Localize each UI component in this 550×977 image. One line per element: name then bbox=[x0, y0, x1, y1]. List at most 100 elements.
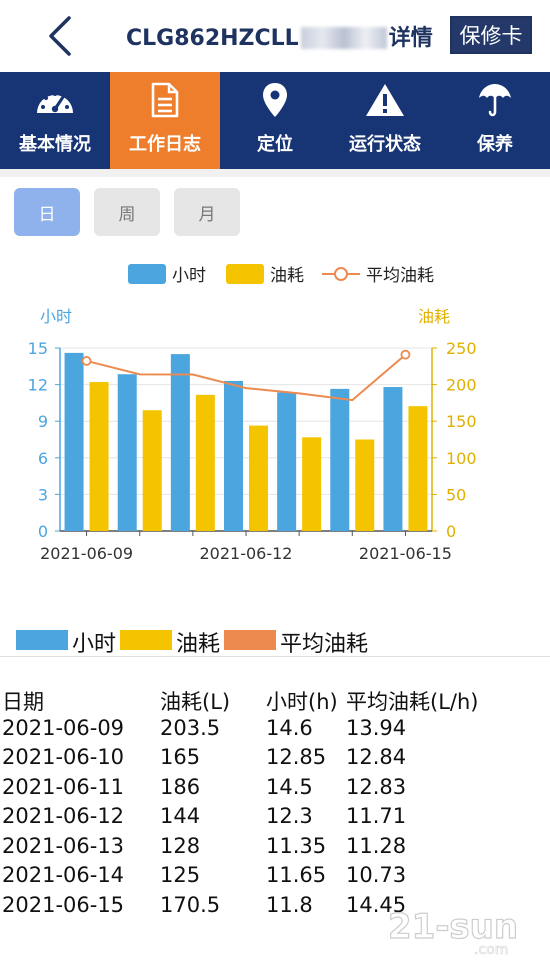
table-legend: 小时 油耗 平均油耗 bbox=[0, 620, 550, 660]
left-tick-label: 15 bbox=[28, 339, 48, 358]
table-cell: 11.65 bbox=[266, 863, 327, 887]
legend-label: 小时 bbox=[172, 266, 206, 286]
table-cell: 14.45 bbox=[346, 892, 407, 917]
period-day-button[interactable]: 日 bbox=[14, 188, 80, 236]
hours-bar bbox=[277, 392, 297, 531]
site-watermark-logo: 21-sun .com bbox=[387, 906, 518, 958]
x-tick-label: 2021-06-15 bbox=[359, 544, 452, 563]
hours-bar bbox=[117, 374, 137, 531]
title-prefix: CLG862HZCLL bbox=[126, 26, 299, 51]
fuel-bar bbox=[355, 439, 375, 531]
tab-label: 基本情况 bbox=[19, 134, 91, 155]
location-pin-icon bbox=[262, 82, 288, 118]
legend-hours-label: 小时 bbox=[72, 632, 117, 657]
table-cell: 12.83 bbox=[346, 774, 407, 799]
right-tick-label: 100 bbox=[446, 449, 477, 468]
page-title: CLG862HZCLL 详情 bbox=[126, 20, 433, 52]
right-tick-label: 250 bbox=[446, 339, 477, 358]
left-tick-label: 6 bbox=[38, 449, 48, 468]
right-tick-label: 200 bbox=[446, 376, 477, 395]
table-cell: 128 bbox=[160, 833, 201, 858]
tab-label: 定位 bbox=[257, 134, 293, 155]
tab-label: 运行状态 bbox=[349, 134, 421, 155]
redacted-serial bbox=[300, 27, 387, 49]
table-cell: 11.71 bbox=[346, 804, 407, 828]
legend-swatch bbox=[226, 264, 264, 284]
tab-label: 保养 bbox=[477, 134, 513, 155]
period-month-button[interactable]: 月 bbox=[174, 188, 240, 236]
table-separator bbox=[0, 656, 550, 657]
hours-bar bbox=[170, 354, 190, 531]
table-cell: 14.6 bbox=[266, 715, 313, 740]
table-cell: 144 bbox=[160, 804, 201, 828]
tab-maintenance[interactable]: 保养 bbox=[440, 72, 550, 169]
tab-basic-info[interactable]: 基本情况 bbox=[0, 72, 110, 169]
table-cell: 2021-06-09 bbox=[2, 715, 125, 740]
table-cell: 12.3 bbox=[266, 804, 313, 828]
legend-label: 平均油耗 bbox=[366, 266, 434, 286]
chevron-left-icon bbox=[49, 16, 71, 56]
warning-icon bbox=[365, 82, 405, 118]
legend-swatch bbox=[128, 264, 166, 284]
table-cell: 11.8 bbox=[266, 892, 313, 917]
x-tick-label: 2021-06-09 bbox=[40, 544, 133, 563]
tab-work-log[interactable]: 工作日志 bbox=[110, 72, 220, 169]
fuel-bar bbox=[408, 406, 428, 531]
legend-fuel-swatch bbox=[120, 630, 172, 650]
header-cell: 平均油耗(L/h) bbox=[346, 690, 479, 714]
period-week-button[interactable]: 周 bbox=[94, 188, 160, 236]
tab-location[interactable]: 定位 bbox=[220, 72, 330, 169]
repair-card-button[interactable]: 保修卡 bbox=[450, 16, 532, 54]
fuel-bar bbox=[89, 382, 109, 531]
table-cell: 14.5 bbox=[266, 774, 313, 799]
legend-avg-swatch bbox=[224, 630, 276, 650]
legend-hours-swatch bbox=[16, 630, 68, 650]
fuel-bar bbox=[302, 437, 322, 531]
avg-fuel-point bbox=[400, 349, 411, 360]
table-cell: 125 bbox=[160, 863, 201, 887]
table-cell: 170.5 bbox=[160, 892, 221, 917]
fuel-bar bbox=[195, 394, 215, 531]
dashboard-icon bbox=[34, 82, 76, 118]
legend-marker bbox=[334, 267, 348, 281]
log-icon bbox=[150, 82, 180, 118]
legend-fuel-label: 油耗 bbox=[176, 632, 221, 657]
right-tick-label: 50 bbox=[446, 485, 466, 504]
table-cell: 12.85 bbox=[266, 745, 327, 769]
table-cell: 186 bbox=[160, 774, 201, 799]
table-cell: 11.35 bbox=[266, 833, 327, 858]
header-cell: 油耗(L) bbox=[160, 690, 231, 714]
hours-bar bbox=[64, 352, 84, 531]
svg-text:21-sun: 21-sun bbox=[388, 907, 518, 947]
left-tick-label: 12 bbox=[28, 376, 48, 395]
avg-fuel-point bbox=[81, 356, 92, 366]
umbrella-icon bbox=[477, 82, 513, 118]
tab-label: 工作日志 bbox=[129, 134, 201, 155]
left-tick-label: 9 bbox=[38, 412, 48, 431]
x-tick-label: 2021-06-12 bbox=[200, 544, 293, 563]
table-cell: 10.73 bbox=[346, 863, 407, 887]
tab-bar: 基本情况 工作日志 定位 bbox=[0, 72, 550, 169]
table-cell: 12.84 bbox=[346, 745, 407, 769]
left-tick-label: 3 bbox=[38, 485, 48, 504]
back-button[interactable] bbox=[40, 14, 80, 58]
table-cell: 2021-06-13 bbox=[2, 833, 125, 858]
hours-bar bbox=[330, 388, 350, 531]
tab-run-status[interactable]: 运行状态 bbox=[330, 72, 440, 169]
right-tick-label: 0 bbox=[446, 522, 456, 541]
avg-fuel-line bbox=[86, 353, 407, 402]
table-cell: 165 bbox=[160, 745, 201, 769]
table-cell: 203.5 bbox=[160, 715, 221, 740]
left-tick-label: 0 bbox=[38, 522, 48, 541]
hours-bar bbox=[224, 380, 243, 531]
title-suffix: 详情 bbox=[388, 26, 433, 51]
section-divider bbox=[0, 169, 550, 177]
right-axis-title: 油耗 bbox=[418, 307, 450, 326]
right-tick-label: 150 bbox=[446, 412, 477, 431]
fuel-bar bbox=[142, 410, 162, 531]
table-cell: 2021-06-10 bbox=[2, 745, 125, 769]
table-cell: 2021-06-15 bbox=[2, 892, 125, 917]
svg-text:.com: .com bbox=[474, 942, 508, 958]
table-cell: 2021-06-11 bbox=[2, 774, 125, 799]
